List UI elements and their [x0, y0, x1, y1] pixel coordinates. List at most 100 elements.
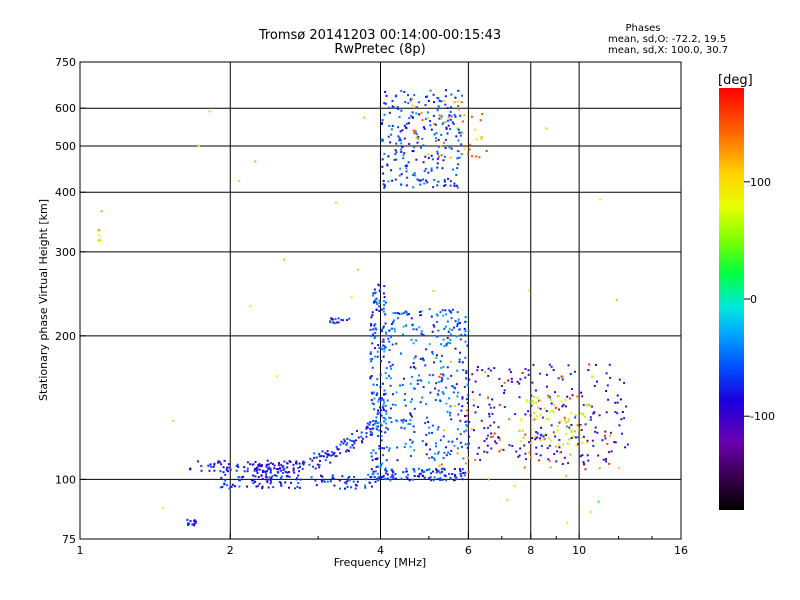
- data-point: [265, 463, 268, 466]
- data-point: [554, 435, 557, 438]
- data-point: [405, 170, 408, 173]
- data-point: [394, 153, 397, 156]
- data-point: [256, 468, 259, 471]
- data-point: [386, 473, 389, 476]
- data-point: [440, 463, 443, 466]
- data-point: [374, 292, 377, 295]
- data-point: [371, 314, 374, 317]
- data-point: [480, 138, 483, 140]
- data-point: [415, 112, 418, 115]
- data-point: [251, 479, 253, 482]
- data-point: [443, 451, 446, 454]
- data-point: [586, 454, 589, 457]
- data-point: [383, 152, 386, 155]
- data-point: [547, 395, 550, 398]
- data-point: [408, 313, 410, 316]
- data-point: [421, 396, 424, 399]
- data-point: [528, 441, 530, 444]
- data-point: [431, 431, 433, 434]
- data-point: [556, 450, 559, 453]
- data-point: [346, 437, 349, 440]
- data-point: [448, 397, 451, 400]
- data-point: [436, 428, 439, 431]
- data-point: [417, 101, 420, 104]
- data-point: [298, 486, 301, 489]
- data-point: [386, 477, 389, 480]
- data-point: [332, 321, 335, 324]
- data-point: [220, 463, 223, 466]
- data-point: [444, 147, 447, 149]
- data-point: [257, 476, 260, 479]
- data-point: [405, 475, 408, 478]
- data-point: [326, 450, 329, 453]
- data-point: [227, 470, 229, 473]
- data-point: [498, 450, 501, 453]
- data-point: [553, 404, 556, 407]
- data-point: [448, 146, 451, 149]
- data-point: [372, 391, 375, 394]
- data-point: [540, 444, 543, 447]
- data-point: [409, 99, 412, 102]
- data-point: [450, 317, 453, 320]
- data-point: [444, 309, 447, 312]
- data-point: [370, 431, 373, 434]
- data-point: [456, 311, 459, 314]
- data-point: [346, 480, 349, 483]
- data-point: [423, 127, 426, 130]
- data-point: [320, 474, 322, 477]
- data-point: [438, 114, 441, 117]
- data-point: [273, 464, 276, 467]
- data-point: [261, 487, 264, 490]
- data-point: [503, 381, 506, 384]
- data-point: [541, 416, 544, 419]
- data-point: [282, 258, 285, 261]
- data-point: [543, 433, 546, 436]
- data-point: [380, 138, 383, 141]
- data-point: [243, 470, 246, 473]
- data-point: [360, 431, 363, 434]
- data-point: [570, 431, 573, 434]
- data-point: [459, 472, 462, 475]
- data-point: [375, 384, 378, 386]
- data-point: [383, 401, 386, 404]
- data-point: [437, 329, 440, 332]
- data-point: [347, 477, 350, 480]
- data-point: [384, 90, 387, 93]
- data-point: [332, 452, 335, 455]
- data-point: [409, 423, 412, 426]
- data-point: [481, 113, 484, 115]
- x-tick-label: 10: [572, 544, 586, 557]
- data-point: [418, 179, 421, 182]
- data-point: [366, 426, 369, 429]
- data-point: [390, 336, 392, 339]
- data-point: [369, 351, 372, 354]
- data-point: [614, 401, 617, 404]
- data-point: [385, 412, 388, 415]
- data-point: [579, 455, 582, 458]
- data-point: [226, 466, 229, 469]
- data-point: [455, 476, 458, 479]
- data-point: [462, 472, 465, 474]
- data-point: [433, 476, 436, 479]
- data-point: [254, 475, 257, 478]
- data-point: [566, 521, 568, 524]
- data-point: [463, 147, 466, 150]
- data-point: [447, 124, 450, 127]
- data-point: [518, 396, 521, 399]
- data-point: [623, 381, 626, 384]
- data-point: [279, 469, 282, 472]
- data-point: [525, 400, 528, 403]
- data-point: [566, 442, 569, 445]
- data-point: [459, 134, 462, 137]
- data-point: [375, 416, 378, 419]
- data-point: [246, 470, 249, 473]
- data-point: [425, 403, 427, 406]
- data-point: [445, 127, 448, 130]
- data-point: [539, 372, 542, 375]
- data-point: [406, 313, 409, 316]
- data-point: [383, 345, 386, 348]
- data-point: [579, 424, 582, 427]
- data-point: [487, 367, 490, 370]
- data-point: [295, 478, 298, 481]
- data-point: [375, 394, 378, 397]
